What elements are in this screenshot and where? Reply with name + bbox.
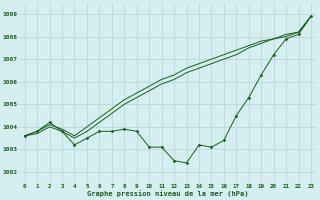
X-axis label: Graphe pression niveau de la mer (hPa): Graphe pression niveau de la mer (hPa) (87, 190, 249, 197)
